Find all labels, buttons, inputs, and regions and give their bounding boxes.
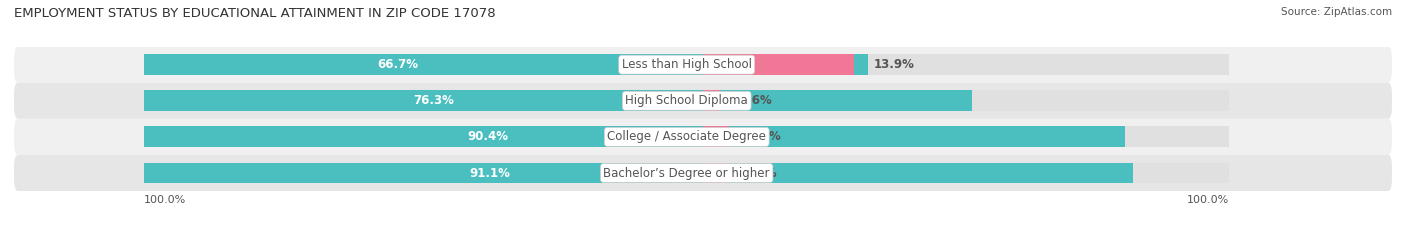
Bar xyxy=(703,54,853,75)
Text: Bachelor’s Degree or higher: Bachelor’s Degree or higher xyxy=(603,167,770,179)
Bar xyxy=(703,163,724,183)
Bar xyxy=(145,163,1229,183)
Text: 13.9%: 13.9% xyxy=(873,58,914,71)
Text: 100.0%: 100.0% xyxy=(145,195,187,206)
Text: High School Diploma: High School Diploma xyxy=(626,94,748,107)
Text: 66.7%: 66.7% xyxy=(377,58,418,71)
Bar xyxy=(145,127,1229,147)
Text: 1.6%: 1.6% xyxy=(740,94,773,107)
FancyBboxPatch shape xyxy=(14,47,1392,83)
Text: 76.3%: 76.3% xyxy=(413,94,454,107)
Text: EMPLOYMENT STATUS BY EDUCATIONAL ATTAINMENT IN ZIP CODE 17078: EMPLOYMENT STATUS BY EDUCATIONAL ATTAINM… xyxy=(14,7,496,20)
Text: 100.0%: 100.0% xyxy=(1187,195,1229,206)
Bar xyxy=(145,127,1125,147)
Bar xyxy=(703,127,730,147)
Bar xyxy=(145,163,1133,183)
FancyBboxPatch shape xyxy=(14,155,1392,191)
FancyBboxPatch shape xyxy=(14,119,1392,155)
Text: 90.4%: 90.4% xyxy=(467,130,508,143)
Bar xyxy=(145,54,1229,75)
Text: 2.0%: 2.0% xyxy=(744,167,778,179)
Text: College / Associate Degree: College / Associate Degree xyxy=(607,130,766,143)
Bar xyxy=(145,90,1229,111)
Text: 91.1%: 91.1% xyxy=(470,167,510,179)
Bar xyxy=(703,90,720,111)
Text: 2.4%: 2.4% xyxy=(748,130,782,143)
Bar xyxy=(145,90,972,111)
Bar xyxy=(145,54,868,75)
FancyBboxPatch shape xyxy=(14,83,1392,119)
Text: Less than High School: Less than High School xyxy=(621,58,752,71)
Text: Source: ZipAtlas.com: Source: ZipAtlas.com xyxy=(1281,7,1392,17)
